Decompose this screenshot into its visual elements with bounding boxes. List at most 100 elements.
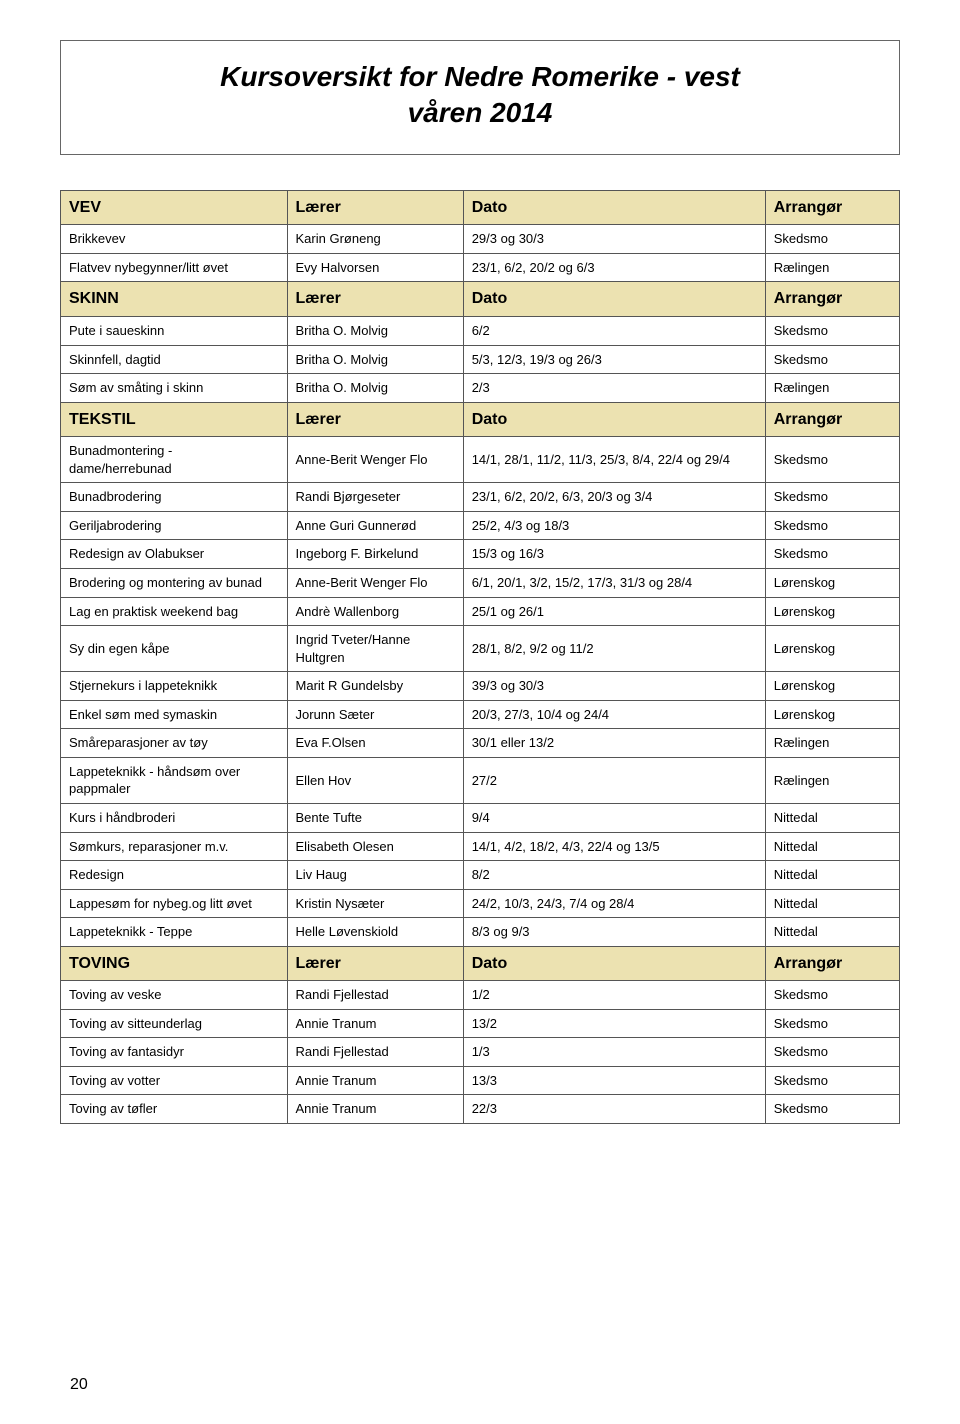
organizer-cell: Skedsmo [765, 540, 899, 569]
date-cell: 9/4 [463, 803, 765, 832]
table-row: Toving av tøflerAnnie Tranum22/3Skedsmo [61, 1095, 900, 1124]
course-cell: Lappeteknikk - håndsøm over pappmaler [61, 757, 288, 803]
teacher-cell: Anne-Berit Wenger Flo [287, 437, 463, 483]
organizer-cell: Lørenskog [765, 672, 899, 701]
organizer-cell: Skedsmo [765, 437, 899, 483]
column-header-cell: Lærer [287, 282, 463, 317]
table-row: Flatvev nybegynner/litt øvetEvy Halvorse… [61, 253, 900, 282]
table-row: Pute i saueskinnBritha O. Molvig6/2Skeds… [61, 317, 900, 346]
course-cell: Kurs i håndbroderi [61, 803, 288, 832]
teacher-cell: Evy Halvorsen [287, 253, 463, 282]
teacher-cell: Ingrid Tveter/Hanne Hultgren [287, 626, 463, 672]
organizer-cell: Skedsmo [765, 1095, 899, 1124]
column-header-cell: Arrangør [765, 946, 899, 981]
date-cell: 28/1, 8/2, 9/2 og 11/2 [463, 626, 765, 672]
organizer-cell: Skedsmo [765, 317, 899, 346]
teacher-cell: Anne Guri Gunnerød [287, 511, 463, 540]
course-cell: Småreparasjoner av tøy [61, 729, 288, 758]
date-cell: 1/3 [463, 1038, 765, 1067]
column-header-cell: Dato [463, 402, 765, 437]
teacher-cell: Britha O. Molvig [287, 374, 463, 403]
organizer-cell: Lørenskog [765, 700, 899, 729]
table-row: Toving av veskeRandi Fjellestad1/2Skedsm… [61, 981, 900, 1010]
teacher-cell: Ellen Hov [287, 757, 463, 803]
organizer-cell: Rælingen [765, 729, 899, 758]
column-header-cell: Lærer [287, 402, 463, 437]
table-row: Toving av votterAnnie Tranum13/3Skedsmo [61, 1066, 900, 1095]
organizer-cell: Lørenskog [765, 597, 899, 626]
course-cell: Toving av veske [61, 981, 288, 1010]
date-cell: 8/2 [463, 861, 765, 890]
table-row: RedesignLiv Haug8/2Nittedal [61, 861, 900, 890]
page-title: Kursoversikt for Nedre Romerike - vest v… [91, 59, 869, 132]
section-header-row: TEKSTILLærerDatoArrangør [61, 402, 900, 437]
section-name-cell: TOVING [61, 946, 288, 981]
date-cell: 22/3 [463, 1095, 765, 1124]
teacher-cell: Andrè Wallenborg [287, 597, 463, 626]
section-name-cell: VEV [61, 190, 288, 225]
organizer-cell: Nittedal [765, 861, 899, 890]
date-cell: 14/1, 4/2, 18/2, 4/3, 22/4 og 13/5 [463, 832, 765, 861]
column-header-cell: Lærer [287, 946, 463, 981]
teacher-cell: Annie Tranum [287, 1095, 463, 1124]
course-cell: Søm av småting i skinn [61, 374, 288, 403]
organizer-cell: Nittedal [765, 889, 899, 918]
teacher-cell: Randi Fjellestad [287, 1038, 463, 1067]
organizer-cell: Rælingen [765, 374, 899, 403]
date-cell: 27/2 [463, 757, 765, 803]
teacher-cell: Jorunn Sæter [287, 700, 463, 729]
date-cell: 20/3, 27/3, 10/4 og 24/4 [463, 700, 765, 729]
course-cell: Sy din egen kåpe [61, 626, 288, 672]
organizer-cell: Rælingen [765, 253, 899, 282]
teacher-cell: Randi Fjellestad [287, 981, 463, 1010]
section-header-row: SKINNLærerDatoArrangør [61, 282, 900, 317]
table-row: BrikkevevKarin Grøneng29/3 og 30/3Skedsm… [61, 225, 900, 254]
table-row: Sy din egen kåpeIngrid Tveter/Hanne Hult… [61, 626, 900, 672]
date-cell: 8/3 og 9/3 [463, 918, 765, 947]
teacher-cell: Eva F.Olsen [287, 729, 463, 758]
table-row: Kurs i håndbroderiBente Tufte9/4Nittedal [61, 803, 900, 832]
column-header-cell: Arrangør [765, 402, 899, 437]
date-cell: 24/2, 10/3, 24/3, 7/4 og 28/4 [463, 889, 765, 918]
table-row: Redesign av OlabukserIngeborg F. Birkelu… [61, 540, 900, 569]
table-row: Lappeteknikk - håndsøm over pappmalerEll… [61, 757, 900, 803]
column-header-cell: Arrangør [765, 282, 899, 317]
date-cell: 39/3 og 30/3 [463, 672, 765, 701]
organizer-cell: Rælingen [765, 757, 899, 803]
organizer-cell: Lørenskog [765, 569, 899, 598]
table-row: Toving av fantasidyrRandi Fjellestad1/3S… [61, 1038, 900, 1067]
date-cell: 1/2 [463, 981, 765, 1010]
title-box: Kursoversikt for Nedre Romerike - vest v… [60, 40, 900, 155]
course-cell: Redesign [61, 861, 288, 890]
course-table: VEVLærerDatoArrangørBrikkevevKarin Grøne… [60, 190, 900, 1124]
column-header-cell: Arrangør [765, 190, 899, 225]
column-header-cell: Dato [463, 282, 765, 317]
course-cell: Lappeteknikk - Teppe [61, 918, 288, 947]
teacher-cell: Randi Bjørgeseter [287, 483, 463, 512]
course-cell: Stjernekurs i lappeteknikk [61, 672, 288, 701]
date-cell: 29/3 og 30/3 [463, 225, 765, 254]
teacher-cell: Anne-Berit Wenger Flo [287, 569, 463, 598]
organizer-cell: Skedsmo [765, 981, 899, 1010]
date-cell: 23/1, 6/2, 20/2, 6/3, 20/3 og 3/4 [463, 483, 765, 512]
table-row: Skinnfell, dagtidBritha O. Molvig5/3, 12… [61, 345, 900, 374]
course-cell: Brikkevev [61, 225, 288, 254]
date-cell: 13/2 [463, 1009, 765, 1038]
section-name-cell: TEKSTIL [61, 402, 288, 437]
course-cell: Toving av sitteunderlag [61, 1009, 288, 1038]
section-name-cell: SKINN [61, 282, 288, 317]
section-header-row: TOVINGLærerDatoArrangør [61, 946, 900, 981]
course-cell: Pute i saueskinn [61, 317, 288, 346]
course-cell: Toving av fantasidyr [61, 1038, 288, 1067]
date-cell: 5/3, 12/3, 19/3 og 26/3 [463, 345, 765, 374]
organizer-cell: Nittedal [765, 918, 899, 947]
organizer-cell: Lørenskog [765, 626, 899, 672]
course-cell: Toving av votter [61, 1066, 288, 1095]
table-row: Småreparasjoner av tøyEva F.Olsen30/1 el… [61, 729, 900, 758]
date-cell: 13/3 [463, 1066, 765, 1095]
table-row: Sømkurs, reparasjoner m.v.Elisabeth Oles… [61, 832, 900, 861]
column-header-cell: Dato [463, 190, 765, 225]
column-header-cell: Lærer [287, 190, 463, 225]
teacher-cell: Karin Grøneng [287, 225, 463, 254]
teacher-cell: Annie Tranum [287, 1009, 463, 1038]
